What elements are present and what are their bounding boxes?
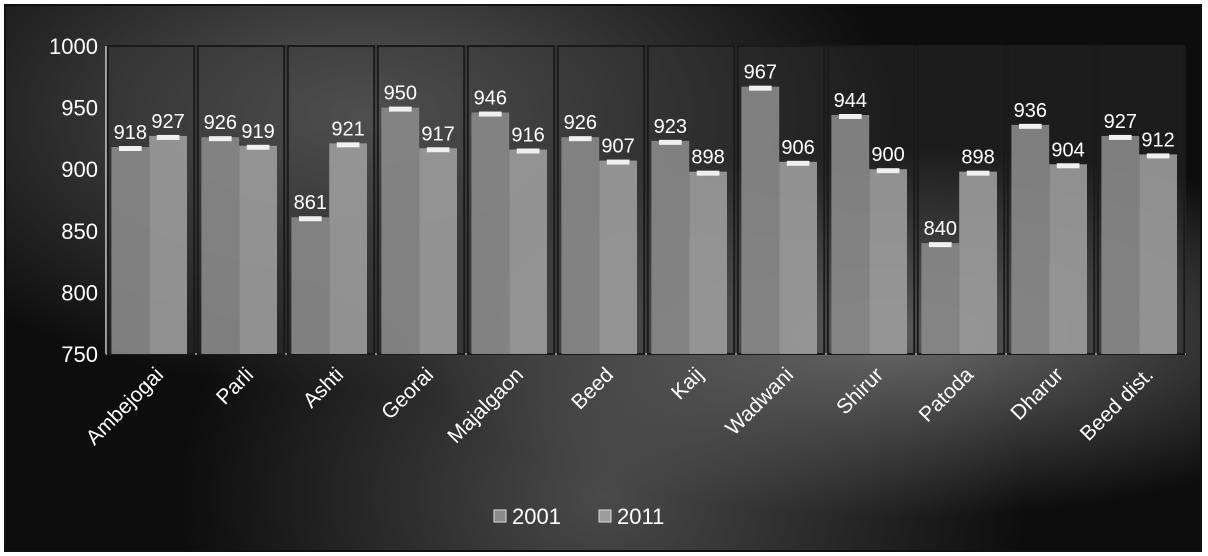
data-label-2001-9: 840 — [924, 218, 957, 240]
bar-top-2011-3 — [426, 147, 450, 153]
bar-top-2011-10 — [1056, 163, 1080, 169]
bar-2011-7 — [779, 161, 817, 354]
category-label-3: Georai — [377, 363, 438, 424]
bar-2011-1 — [239, 145, 277, 354]
category-label-2: Ashti — [299, 363, 348, 412]
bar-top-2011-7 — [786, 160, 810, 166]
bar-2011-3 — [419, 148, 457, 354]
legend-swatch-2001 — [493, 509, 507, 523]
bar-2001-5 — [561, 137, 600, 354]
bar-top-2011-2 — [336, 142, 360, 148]
data-label-2011-2: 921 — [331, 118, 364, 140]
plot-area — [106, 46, 1186, 354]
y-tick-label-2: 850 — [61, 219, 98, 244]
bar-top-2011-11 — [1146, 153, 1170, 159]
data-label-2001-8: 944 — [834, 90, 867, 112]
data-label-2001-1: 926 — [204, 112, 237, 134]
data-label-2001-0: 918 — [114, 122, 147, 144]
data-label-2011-8: 900 — [871, 144, 904, 166]
bar-2001-1 — [201, 137, 240, 354]
bar-2011-5 — [599, 160, 637, 354]
y-tick-label-3: 900 — [61, 157, 98, 182]
bar-2001-8 — [831, 114, 870, 354]
category-label-8: Shirur — [832, 363, 888, 419]
bar-top-2001-2 — [298, 216, 322, 222]
category-label-9: Patoda — [915, 363, 979, 427]
bar-top-2001-7 — [748, 85, 772, 91]
bar-top-2011-1 — [246, 144, 270, 150]
bar-top-2001-0 — [118, 146, 142, 152]
chart-frame: 750 800 850 900 950 1000 918 927 Ambejogai 926 919… — [4, 4, 1202, 552]
category-label-10: Dharur — [1006, 363, 1068, 425]
data-label-2001-7: 967 — [744, 62, 777, 84]
bar-2011-10 — [1049, 164, 1087, 354]
category-label-4: Majalgaon — [443, 363, 528, 448]
bar-2011-4 — [509, 149, 547, 354]
data-label-2011-9: 898 — [961, 147, 994, 169]
bar-2001-11 — [1101, 135, 1140, 354]
bar-top-2001-11 — [1108, 134, 1132, 140]
bar-top-2011-6 — [696, 170, 720, 176]
data-label-2011-4: 916 — [511, 124, 544, 146]
data-label-2001-4: 946 — [474, 88, 507, 110]
data-label-2011-7: 906 — [781, 137, 814, 159]
data-label-2011-6: 898 — [691, 147, 724, 169]
legend-label-2011: 2011 — [617, 504, 664, 529]
data-label-2001-6: 923 — [654, 116, 687, 138]
bar-top-2011-8 — [876, 168, 900, 174]
data-label-2001-11: 927 — [1104, 111, 1137, 133]
bar-2001-3 — [381, 107, 420, 354]
y-tick-label-5: 1000 — [49, 34, 98, 59]
bar-top-2001-9 — [928, 242, 952, 248]
data-label-2011-10: 904 — [1051, 139, 1084, 161]
bar-top-2001-3 — [388, 106, 412, 112]
bar-top-2001-10 — [1018, 123, 1042, 129]
bar-2001-0 — [111, 147, 150, 354]
y-tick-label-1: 800 — [61, 280, 98, 305]
bar-top-2011-4 — [516, 148, 540, 154]
y-tick-label-0: 750 — [61, 342, 98, 367]
data-label-2011-11: 912 — [1141, 129, 1174, 151]
bar-2011-8 — [869, 169, 907, 354]
data-label-2011-1: 919 — [241, 121, 274, 143]
bar-top-2011-9 — [966, 170, 990, 176]
bar-2011-2 — [329, 143, 367, 354]
bar-top-2011-0 — [156, 134, 180, 140]
bar-2011-6 — [689, 171, 727, 354]
bar-top-2001-6 — [658, 139, 682, 145]
bar-top-2001-4 — [478, 111, 502, 117]
bar-2001-7 — [741, 86, 780, 354]
data-label-2001-5: 926 — [564, 112, 597, 134]
bar-top-2001-5 — [568, 136, 592, 142]
category-label-1: Parli — [212, 363, 258, 409]
bar-top-2011-5 — [606, 159, 630, 165]
category-label-11: Beed dist. — [1076, 363, 1158, 445]
data-label-2001-10: 936 — [1014, 100, 1047, 122]
legend-label-2001: 2001 — [512, 504, 561, 529]
bar-2011-11 — [1139, 154, 1177, 354]
bar-2001-2 — [291, 217, 330, 354]
legend-swatch-2011 — [598, 509, 612, 523]
bar-2011-9 — [959, 171, 997, 354]
bar-top-2001-1 — [208, 136, 232, 142]
category-label-5: Beed — [567, 363, 618, 414]
y-tick-label-4: 950 — [61, 96, 98, 121]
bar-2001-10 — [1011, 124, 1050, 355]
data-label-2011-0: 927 — [151, 111, 184, 133]
data-label-2011-3: 917 — [421, 123, 454, 145]
category-label-0: Ambejogai — [82, 363, 168, 449]
data-label-2001-2: 861 — [294, 192, 327, 214]
bar-2011-0 — [149, 135, 187, 354]
data-label-2001-3: 950 — [384, 83, 417, 105]
bar-2001-9 — [921, 243, 960, 354]
bar-2001-6 — [651, 140, 690, 354]
bar-top-2001-8 — [838, 113, 862, 119]
bar-2001-4 — [471, 112, 510, 354]
category-label-6: Kaij — [667, 363, 708, 404]
data-label-2011-5: 907 — [601, 136, 634, 158]
category-label-7: Wadwani — [721, 363, 798, 440]
